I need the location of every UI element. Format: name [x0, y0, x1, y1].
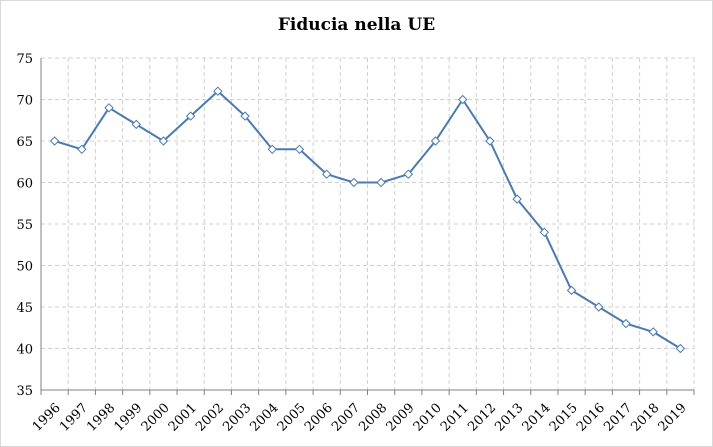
x-tick-label: 2005 [275, 401, 309, 435]
data-point [267, 144, 277, 155]
chart-title: Fiducia nella UE [277, 15, 436, 35]
x-tick-label: 2011 [438, 401, 472, 435]
data-point [539, 227, 550, 238]
y-tick-label: 70 [16, 94, 33, 109]
data-point [349, 177, 359, 188]
x-tick-label: 1996 [30, 401, 64, 435]
data-point [403, 169, 414, 179]
x-tick-label: 2013 [492, 401, 526, 435]
data-point [594, 302, 604, 312]
y-tick-label: 65 [16, 135, 33, 150]
y-tick-label: 50 [16, 260, 33, 275]
y-tick-label: 35 [16, 384, 33, 399]
x-tick-label: 2006 [302, 401, 336, 435]
data-point [158, 136, 169, 146]
x-tick-label: 2008 [356, 401, 390, 435]
data-point [321, 169, 332, 179]
data-point [213, 86, 223, 96]
data-point [376, 177, 386, 188]
y-tick-label: 60 [16, 177, 33, 192]
x-tick-label: 2012 [465, 401, 499, 435]
x-tick-label: 1997 [57, 401, 91, 435]
x-tick-label: 2000 [139, 401, 173, 435]
x-tick-label: 2015 [547, 401, 581, 435]
data-point [131, 119, 141, 130]
series-line [54, 90, 681, 350]
y-tick-label: 45 [16, 301, 33, 316]
data-point [621, 318, 631, 329]
y-tick-label: 75 [16, 52, 33, 67]
x-tick-label: 2014 [520, 401, 554, 435]
data-point [512, 194, 522, 204]
x-tick-label: 2004 [248, 401, 282, 435]
x-tick-label: 2003 [220, 401, 254, 435]
x-tick-label: 2017 [601, 401, 635, 435]
data-point [185, 111, 196, 121]
data-point [294, 144, 305, 155]
data-point [77, 144, 87, 155]
x-tick-label: 2016 [574, 401, 608, 435]
data-point [458, 94, 468, 105]
y-tick-label: 40 [16, 343, 33, 358]
data-point [49, 136, 60, 146]
data-point [430, 136, 441, 146]
x-tick-label: 2002 [193, 401, 227, 435]
data-point [104, 103, 114, 113]
x-tick-label: 2009 [384, 401, 418, 435]
data-point [566, 285, 577, 296]
data-point [240, 111, 250, 121]
data-point [485, 136, 495, 146]
x-tick-label: 1998 [84, 401, 118, 435]
x-tick-label: 2007 [329, 401, 363, 435]
x-tick-label: 2001 [166, 401, 200, 435]
x-tick-label: 2019 [656, 401, 690, 435]
data-point [648, 327, 658, 337]
x-tick-label: 2018 [628, 401, 662, 435]
x-tick-label: 2010 [411, 401, 445, 435]
y-tick-label: 55 [16, 218, 33, 233]
data-point [675, 343, 686, 354]
x-tick-label: 1999 [111, 401, 145, 435]
